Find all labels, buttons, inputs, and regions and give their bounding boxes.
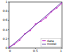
series-line: [9, 2, 62, 48]
y-tick-label: 0: [6, 46, 8, 50]
x-tick-label: 0: [9, 49, 11, 53]
series-marker: [45, 17, 47, 19]
legend-swatch: [42, 44, 46, 45]
x-tick-label: 1: [60, 49, 62, 53]
y-tick: [8, 11, 9, 12]
plot-frame: [9, 2, 62, 48]
y-tick: [8, 2, 9, 3]
y-tick-label: 0.8: [3, 9, 8, 13]
legend-box: [41, 38, 61, 47]
chart: 00.20.40.60.8100.51datamodel: [0, 0, 64, 54]
y-tick: [8, 20, 9, 21]
y-tick-label: 0.2: [3, 37, 8, 41]
x-tick-label: 0.5: [33, 49, 38, 53]
legend-swatch: [42, 40, 46, 41]
y-tick-label: 0.4: [3, 28, 8, 32]
legend-label: model: [47, 42, 57, 46]
plot-marks: [9, 2, 62, 48]
legend-marker: [43, 40, 44, 41]
y-tick: [8, 29, 9, 30]
y-tick-label: 0.6: [3, 18, 8, 22]
y-tick: [8, 38, 9, 39]
y-tick-label: 1: [6, 0, 8, 4]
